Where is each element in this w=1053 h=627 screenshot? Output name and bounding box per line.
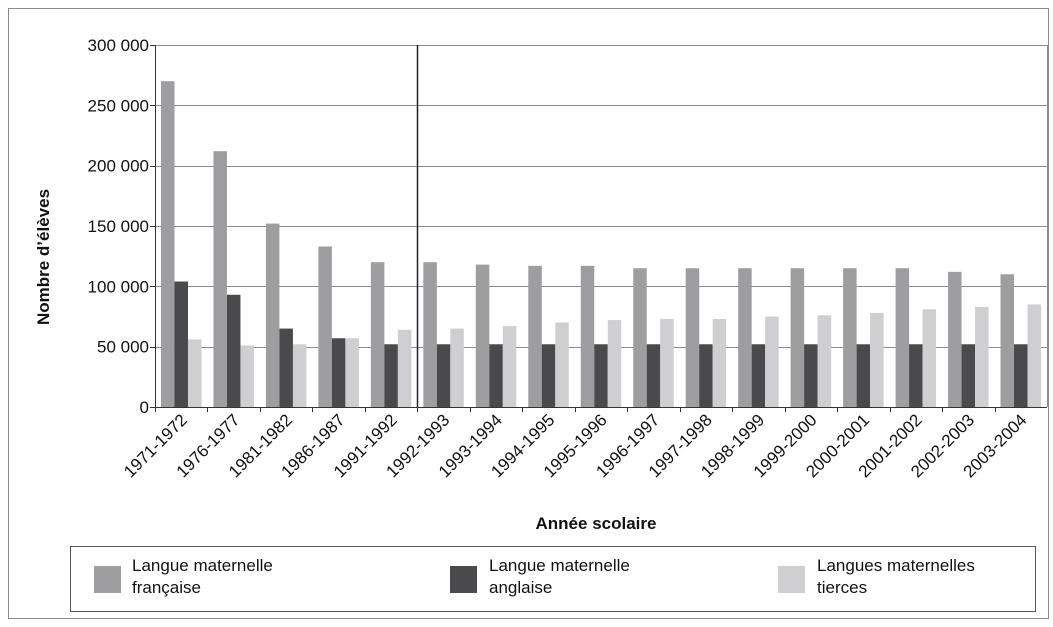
legend-swatch [778,566,805,593]
y-tick-label: 300 000 [88,36,149,55]
y-tick-label: 100 000 [88,277,149,296]
bar [370,262,385,407]
legend-swatch [450,566,477,593]
legend-label: Langues maternelles [817,556,975,575]
y-tick-labels: 0 50 000 100 000 150 000 200 000 250 000 300 0… [88,36,149,417]
legend-label: Langue maternelle [489,556,630,575]
legend: Langue maternelle française Langue materne… [94,556,975,597]
legend-label: française [132,578,201,597]
bar [423,262,437,407]
bar [895,268,910,407]
bar [436,344,451,407]
bar [685,268,700,407]
bar [765,316,779,407]
bar [1000,274,1015,407]
y-tick-label: 0 [140,398,149,417]
bar [804,344,818,407]
x-axis-title: Année scolaire [536,514,657,533]
bar [541,344,556,407]
bar [345,338,359,407]
bar [240,345,254,407]
legend-box [70,546,1036,612]
bar [1014,344,1028,407]
bar [922,309,937,407]
legend-label: anglaise [489,578,552,597]
bar [160,81,175,407]
bar [751,344,766,407]
bar [909,344,923,407]
bar [856,344,871,407]
bar [174,281,188,407]
bar [279,328,293,407]
bars [160,81,1042,407]
bar [646,344,661,407]
bar [961,344,976,407]
bar [594,344,608,407]
bar [843,268,857,407]
bar [607,320,622,407]
bar [265,223,280,407]
bar [489,344,503,407]
bar [187,339,202,407]
bar [660,318,674,407]
bar [318,246,332,407]
bar [384,344,398,407]
legend-swatch [94,566,121,593]
y-tick-label: 250 000 [88,96,149,115]
y-tick-label: 200 000 [88,157,149,176]
bar [699,344,713,407]
bar [790,268,805,407]
bar [948,271,962,407]
legend-label: tierces [817,578,867,597]
bar [292,344,307,407]
bar [226,294,241,407]
bar [817,315,832,407]
bar [528,265,542,407]
y-axis-title: Nombre d’élèves [34,189,53,325]
bar [331,338,346,407]
bar [1027,304,1042,407]
bar [633,268,647,407]
bar [738,268,752,407]
bar [213,151,227,407]
bar [580,265,595,407]
bar [975,306,989,407]
y-tick-label: 150 000 [88,217,149,236]
bar [502,326,517,407]
bar [712,318,727,407]
bar [555,322,569,407]
bar [870,312,884,407]
bar [397,329,412,407]
axes [150,45,1048,412]
bar [450,328,464,407]
legend-label: Langue maternelle [132,556,273,575]
bar [475,264,490,407]
y-tick-label: 50 000 [97,338,149,357]
